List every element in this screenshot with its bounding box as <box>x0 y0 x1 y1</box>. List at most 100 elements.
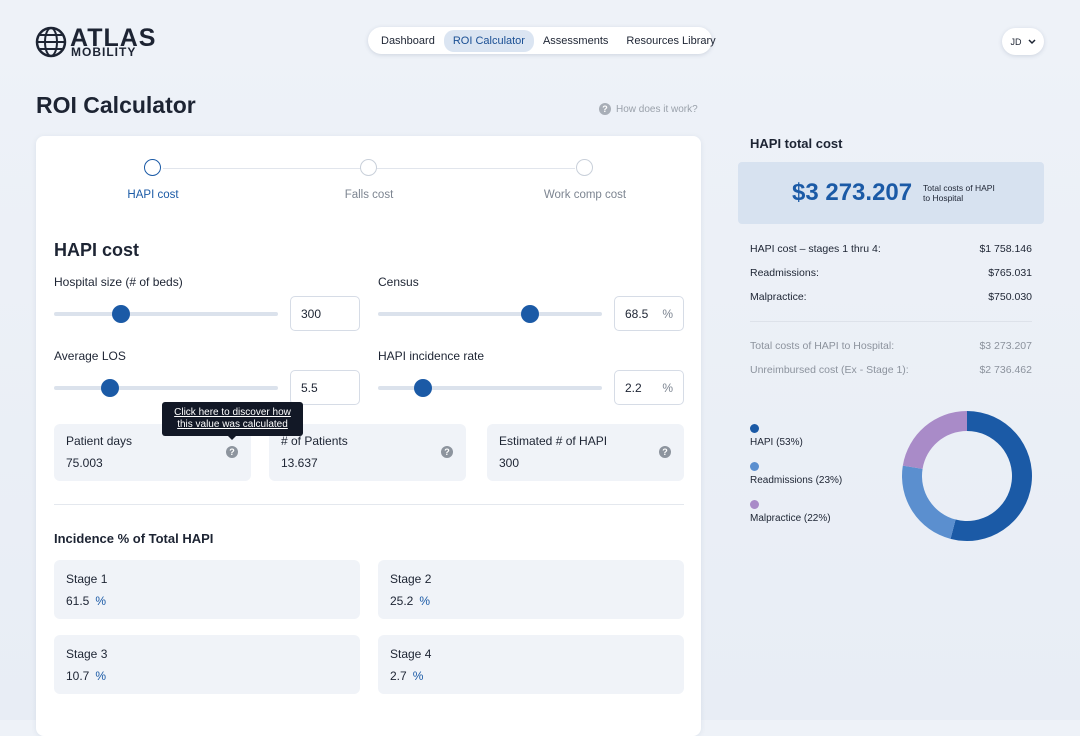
nav-item[interactable]: Dashboard <box>381 34 435 47</box>
slider-thumb[interactable] <box>112 305 131 323</box>
slider-thumb[interactable] <box>521 305 540 323</box>
tooltip-line: Click here to discover how <box>174 407 291 418</box>
field-label: Census <box>378 275 419 289</box>
subsection-title: Incidence % of Total HAPI <box>54 531 214 546</box>
info-icon[interactable]: ? <box>441 446 453 458</box>
stage-value: 25.2% <box>390 594 430 608</box>
step-label[interactable]: Falls cost <box>344 189 394 201</box>
logo-text: ATLAS <box>70 24 157 52</box>
legend-label: Readmissions (23%) <box>750 475 843 486</box>
slider-thumb[interactable] <box>101 379 119 397</box>
page-title: ROI Calculator <box>36 92 196 118</box>
slider-track <box>378 386 602 390</box>
input[interactable]: 2.2% <box>614 370 684 405</box>
legend-dot <box>750 424 759 433</box>
stage-box <box>54 635 360 694</box>
stat-value: 300 <box>499 456 520 470</box>
step-dot[interactable] <box>144 159 161 176</box>
field-label: HAPI incidence rate <box>378 349 485 363</box>
stage-value: 2.7% <box>390 669 423 683</box>
input[interactable]: 300 <box>290 296 360 331</box>
input[interactable]: 5.5 <box>290 370 360 405</box>
logo-icon <box>35 26 67 58</box>
tooltip-line: this value was calculated <box>177 419 288 430</box>
chevron <box>1027 38 1036 44</box>
summary-label: HAPI cost – stages 1 thru 4: <box>750 243 881 255</box>
field-label: Hospital size (# of beds) <box>54 275 183 289</box>
summary-title: HAPI total cost <box>750 136 843 151</box>
stat-box <box>487 424 684 481</box>
legend-dot <box>750 500 759 509</box>
stat-value: 13.637 <box>281 456 318 470</box>
stat-value: 75.003 <box>66 456 103 470</box>
stage-unit: % <box>95 594 107 608</box>
section-title: HAPI cost <box>54 240 140 260</box>
total-box <box>738 162 1044 224</box>
slider-thumb[interactable] <box>413 379 432 397</box>
input-unit: % <box>662 380 673 395</box>
total-caption: Total costs of HAPI to Hospital <box>923 183 995 203</box>
stage-box <box>378 635 684 694</box>
avatar: JD <box>1010 36 1022 47</box>
legend-label: Malpractice (22%) <box>750 513 831 524</box>
slider-track <box>54 312 278 316</box>
summary-label: Total costs of HAPI to Hospital: <box>750 340 895 352</box>
stage-number: 61.5 <box>66 594 90 608</box>
stage-unit: % <box>419 594 431 608</box>
summary-value: $1 758.146 <box>979 243 1032 255</box>
nav-item[interactable]: ROI Calculator <box>443 29 534 52</box>
divider <box>750 321 1032 322</box>
summary-value: $765.031 <box>988 267 1032 279</box>
nav-item[interactable]: Resources Library <box>626 34 716 47</box>
stage-box <box>378 560 684 619</box>
stat-label: Patient days <box>66 434 133 448</box>
help-icon: ? <box>599 103 611 115</box>
user-menu[interactable]: JD <box>1002 28 1044 55</box>
stage-label: Stage 1 <box>66 572 108 586</box>
field-label: Average LOS <box>54 349 126 363</box>
input[interactable]: 68.5% <box>614 296 684 331</box>
nav-bar: Dashboard ROI Calculator Assessments Resour… <box>368 27 716 54</box>
stage-number: 25.2 <box>390 594 414 608</box>
donut-segment <box>902 411 967 469</box>
step-dot[interactable] <box>360 159 377 176</box>
summary-value: $3 273.207 <box>979 340 1032 352</box>
input-unit: % <box>662 306 673 321</box>
stage-box <box>54 560 360 619</box>
info-icon[interactable]: ? <box>659 446 671 458</box>
step-label[interactable]: Work comp cost <box>543 189 627 201</box>
stage-unit: % <box>95 669 107 683</box>
stage-label: Stage 2 <box>390 572 432 586</box>
stage-number: 10.7 <box>66 669 90 683</box>
input-value: 5.5 <box>301 380 318 395</box>
summary-label: Malpractice: <box>750 291 807 303</box>
logo-subtext: MOBILITY <box>71 45 137 59</box>
divider <box>54 504 684 505</box>
stage-value: 61.5% <box>66 594 106 608</box>
help-text: How does it work? <box>616 103 698 115</box>
summary-label: Unreimbursed cost (Ex - Stage 1): <box>750 364 909 376</box>
tooltip[interactable]: Click here to discover how this value was… <box>162 402 303 436</box>
slider-track <box>54 386 278 390</box>
nav-item[interactable]: Assessments <box>542 34 609 47</box>
stage-unit: % <box>412 669 424 683</box>
legend-label: HAPI (53%) <box>750 437 803 448</box>
step-label[interactable]: HAPI cost <box>127 189 179 201</box>
page: {"header":{"logo_line1":"ATLAS","logo_li… <box>0 0 1080 720</box>
stage-label: Stage 3 <box>66 647 108 661</box>
tooltip-arrow <box>227 435 237 440</box>
input-value: 2.2 <box>625 380 642 395</box>
help-link[interactable]: ? How does it work? <box>599 103 698 115</box>
input-value: 68.5 <box>625 306 649 321</box>
total-value: $3 273.207 <box>792 179 913 206</box>
summary-value: $2 736.462 <box>979 364 1032 376</box>
stage-label: Stage 4 <box>390 647 432 661</box>
stat-label: # of Patients <box>281 434 348 448</box>
summary-value: $750.030 <box>988 291 1032 303</box>
legend-dot <box>750 462 759 471</box>
step-dot[interactable] <box>576 159 593 176</box>
input-value: 300 <box>301 306 322 321</box>
info-icon[interactable]: ? <box>226 446 238 458</box>
stage-value: 10.7% <box>66 669 106 683</box>
donut-chart <box>902 411 1032 541</box>
